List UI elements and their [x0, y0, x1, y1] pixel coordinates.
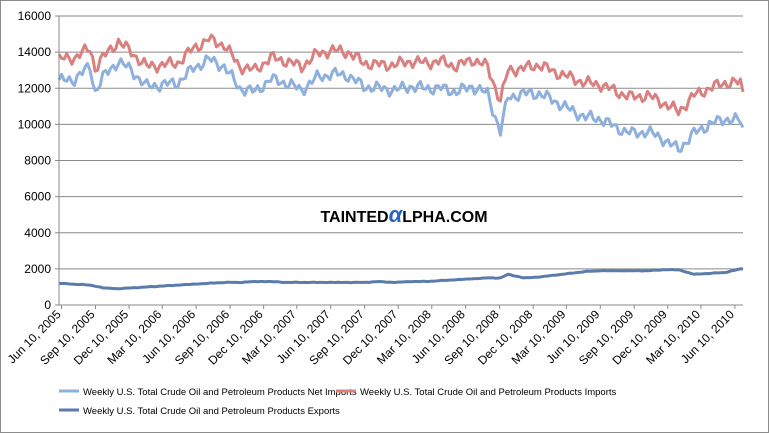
- gridlines: [55, 15, 743, 306]
- y-tick-label: 6000: [24, 190, 51, 204]
- y-tick-label: 10000: [18, 117, 52, 131]
- y-tick-label: 0: [44, 298, 51, 312]
- y-tick-label: 12000: [18, 81, 52, 95]
- series-layer: [57, 33, 745, 291]
- legend-label: Weekly U.S. Total Crude Oil and Petroleu…: [83, 406, 340, 417]
- y-tick-label: 2000: [24, 262, 51, 276]
- y-tick-label: 16000: [18, 9, 52, 23]
- y-tick-label: 14000: [18, 45, 52, 59]
- legend-label: Weekly U.S. Total Crude Oil and Petroleu…: [83, 387, 357, 398]
- legend-label: Weekly U.S. Total Crude Oil and Petroleu…: [360, 387, 617, 398]
- legend: Weekly U.S. Total Crude Oil and Petroleu…: [59, 387, 617, 417]
- watermark-box: [306, 205, 502, 227]
- y-tick-labels: 0 2000 4000 6000 8000 10000 12000 14000 16000: [18, 9, 52, 312]
- watermark: TAINTEDαLPHA.COM: [306, 202, 502, 227]
- y-tick-label: 8000: [24, 154, 51, 168]
- watermark-text: TAINTEDαLPHA.COM: [320, 202, 487, 227]
- series-line-1: [57, 54, 745, 153]
- axes: [58, 16, 743, 309]
- series-line-2: [57, 33, 745, 117]
- y-tick-label: 4000: [24, 226, 51, 240]
- series-line-3: [58, 267, 744, 291]
